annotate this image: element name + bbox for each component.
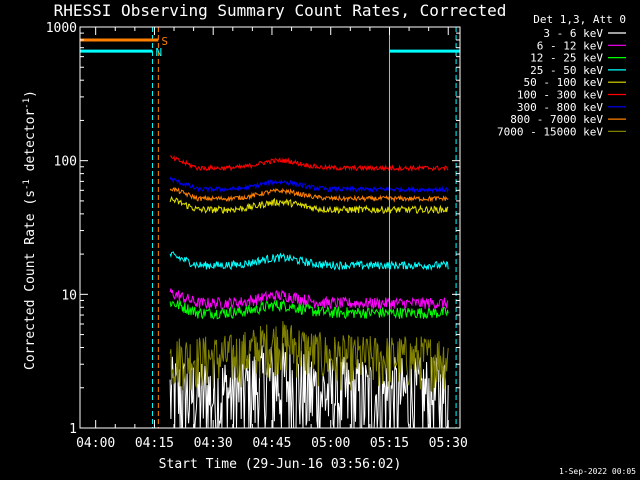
legend-label-100-300-kev: 100 - 300 keV [517, 89, 603, 102]
series-line-100-300-kev [170, 155, 449, 172]
series-line-50-100-kev [169, 195, 449, 215]
y-tick-label-100: 100 [54, 155, 77, 170]
x-tick-label-04:30: 04:30 [194, 436, 233, 451]
series-line-12-25-kev [169, 298, 449, 320]
y-label-part-3: ) [23, 90, 38, 98]
legend-label-25-50-kev: 25 - 50 keV [530, 64, 603, 77]
series-line-7000-15000-kev [169, 321, 449, 393]
axes-layer: 04:00 04:15 04:30 04:45 05:00 05:15 05:30 1 10 10… [46, 21, 468, 451]
x-tick-label-05:15: 05:15 [370, 436, 409, 451]
date-stamp: 1-Sep-2022 00:05 [559, 467, 636, 476]
y-label-sup-1: -1 [22, 179, 32, 190]
series-line-6-12-kev [169, 288, 449, 311]
chart-title: RHESSI Observing Summary Count Rates, Co… [54, 1, 507, 20]
x-tick-label-04:45: 04:45 [252, 436, 291, 451]
legend-label-800-7000-kev: 800 - 7000 keV [510, 113, 603, 126]
state-label-s: S [161, 35, 168, 48]
x-tick-label-04:15: 04:15 [135, 436, 174, 451]
plot-frame [79, 26, 461, 429]
y-label-sup-2: -1 [22, 98, 32, 109]
series-line-300-800-kev [169, 176, 449, 194]
legend-label-6-12-kev: 6 - 12 keV [537, 39, 604, 52]
y-label-part-2: detector [23, 109, 38, 180]
legend-header: Det 1,3, Att 0 [533, 13, 626, 26]
legend-label-50-100-kev: 50 - 100 keV [524, 76, 604, 89]
state-label-n: N [155, 46, 162, 59]
y-tick-label-1000: 1000 [46, 21, 77, 36]
x-tick-label-05:30: 05:30 [429, 436, 468, 451]
legend-label-3-6-kev: 3 - 6 keV [543, 27, 603, 40]
legend-label-12-25-kev: 12 - 25 keV [530, 52, 603, 65]
series-line-25-50-kev [169, 251, 449, 272]
legend-label-300-800-kev: 300 - 800 keV [517, 101, 603, 114]
legend-label-7000-15000-kev: 7000 - 15000 keV [497, 125, 603, 138]
y-tick-label-1: 1 [69, 422, 77, 437]
y-label-part-1: Corrected Count Rate (s [23, 190, 38, 370]
x-axis-label: Start Time (29-Jun-16 03:56:02) [159, 457, 402, 472]
series-line-800-7000-kev [169, 186, 449, 203]
y-axis-label: Corrected Count Rate (s-1 detector-1) [22, 90, 38, 370]
x-tick-label-05:00: 05:00 [311, 436, 350, 451]
y-tick-label-10: 10 [61, 288, 77, 303]
x-tick-label-04:00: 04:00 [76, 436, 115, 451]
